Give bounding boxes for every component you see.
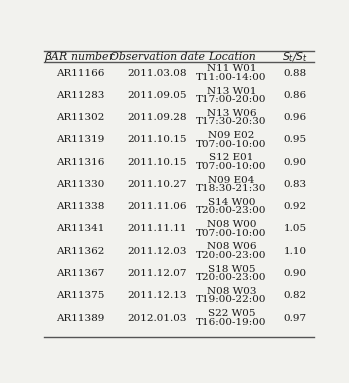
Text: 2011.11.06: 2011.11.06 (127, 202, 187, 211)
Text: 0.97: 0.97 (284, 314, 307, 322)
Text: AR11319: AR11319 (56, 135, 104, 144)
Text: AR11375: AR11375 (56, 291, 104, 300)
Text: 1.05: 1.05 (284, 224, 307, 234)
Text: T07:00-10:00: T07:00-10:00 (196, 229, 267, 238)
Text: $S_t$/$S_t$: $S_t$/$S_t$ (282, 50, 308, 64)
Text: AR11367: AR11367 (56, 269, 104, 278)
Text: AR11166: AR11166 (56, 69, 104, 78)
Text: 0.82: 0.82 (284, 291, 307, 300)
Text: N13 W06: N13 W06 (207, 109, 257, 118)
Text: N08 W00: N08 W00 (207, 220, 257, 229)
Text: 0.90: 0.90 (284, 269, 307, 278)
Text: AR11330: AR11330 (56, 180, 104, 189)
Text: 2011.12.03: 2011.12.03 (127, 247, 187, 256)
Text: N11 W01: N11 W01 (207, 64, 257, 74)
Text: AR11302: AR11302 (56, 113, 104, 122)
Text: 0.88: 0.88 (284, 69, 307, 78)
Text: T11:00-14:00: T11:00-14:00 (196, 73, 267, 82)
Text: N09 E02: N09 E02 (208, 131, 255, 140)
Text: T19:00-22:00: T19:00-22:00 (196, 295, 267, 304)
Text: 2011.10.15: 2011.10.15 (127, 158, 187, 167)
Text: N08 W06: N08 W06 (207, 242, 257, 252)
Text: T16:00-19:00: T16:00-19:00 (196, 318, 267, 327)
Text: T20:00-23:00: T20:00-23:00 (196, 206, 267, 215)
Text: Observation date: Observation date (110, 52, 205, 62)
Text: T20:00-23:00: T20:00-23:00 (196, 251, 267, 260)
Text: 2012.01.03: 2012.01.03 (127, 314, 187, 322)
Text: T18:30-21:30: T18:30-21:30 (196, 184, 267, 193)
Text: AR11338: AR11338 (56, 202, 104, 211)
Text: N13 W01: N13 W01 (207, 87, 257, 96)
Text: S18 W05: S18 W05 (208, 265, 255, 274)
Text: 1.10: 1.10 (284, 247, 307, 256)
Text: AR11316: AR11316 (56, 158, 104, 167)
Text: 2011.03.08: 2011.03.08 (127, 69, 187, 78)
Text: N09 E04: N09 E04 (208, 176, 255, 185)
Text: 0.95: 0.95 (284, 135, 307, 144)
Text: 2011.10.27: 2011.10.27 (127, 180, 187, 189)
Text: T07:00-10:00: T07:00-10:00 (196, 140, 267, 149)
Text: AR11341: AR11341 (56, 224, 104, 234)
Text: Location: Location (208, 52, 255, 62)
Text: 2011.12.07: 2011.12.07 (127, 269, 187, 278)
Text: 2011.09.28: 2011.09.28 (127, 113, 187, 122)
Text: 2011.11.11: 2011.11.11 (127, 224, 187, 234)
Text: 0.83: 0.83 (284, 180, 307, 189)
Text: 2011.10.15: 2011.10.15 (127, 135, 187, 144)
Text: 0.86: 0.86 (284, 91, 307, 100)
Text: AR11283: AR11283 (56, 91, 104, 100)
Text: 0.92: 0.92 (284, 202, 307, 211)
Text: T07:00-10:00: T07:00-10:00 (196, 162, 267, 171)
Text: S12 E01: S12 E01 (209, 154, 254, 162)
Text: 0.96: 0.96 (284, 113, 307, 122)
Text: T17:30-20:30: T17:30-20:30 (196, 117, 267, 126)
Text: T20:00-23:00: T20:00-23:00 (196, 273, 267, 282)
Text: AR11362: AR11362 (56, 247, 104, 256)
Text: 0.90: 0.90 (284, 158, 307, 167)
Text: 2011.12.13: 2011.12.13 (127, 291, 187, 300)
Text: $\beta$AR number: $\beta$AR number (44, 50, 116, 64)
Text: S14 W00: S14 W00 (208, 198, 255, 207)
Text: N08 W03: N08 W03 (207, 287, 257, 296)
Text: AR11389: AR11389 (56, 314, 104, 322)
Text: 2011.09.05: 2011.09.05 (127, 91, 187, 100)
Text: T17:00-20:00: T17:00-20:00 (196, 95, 267, 104)
Text: S22 W05: S22 W05 (208, 309, 255, 318)
